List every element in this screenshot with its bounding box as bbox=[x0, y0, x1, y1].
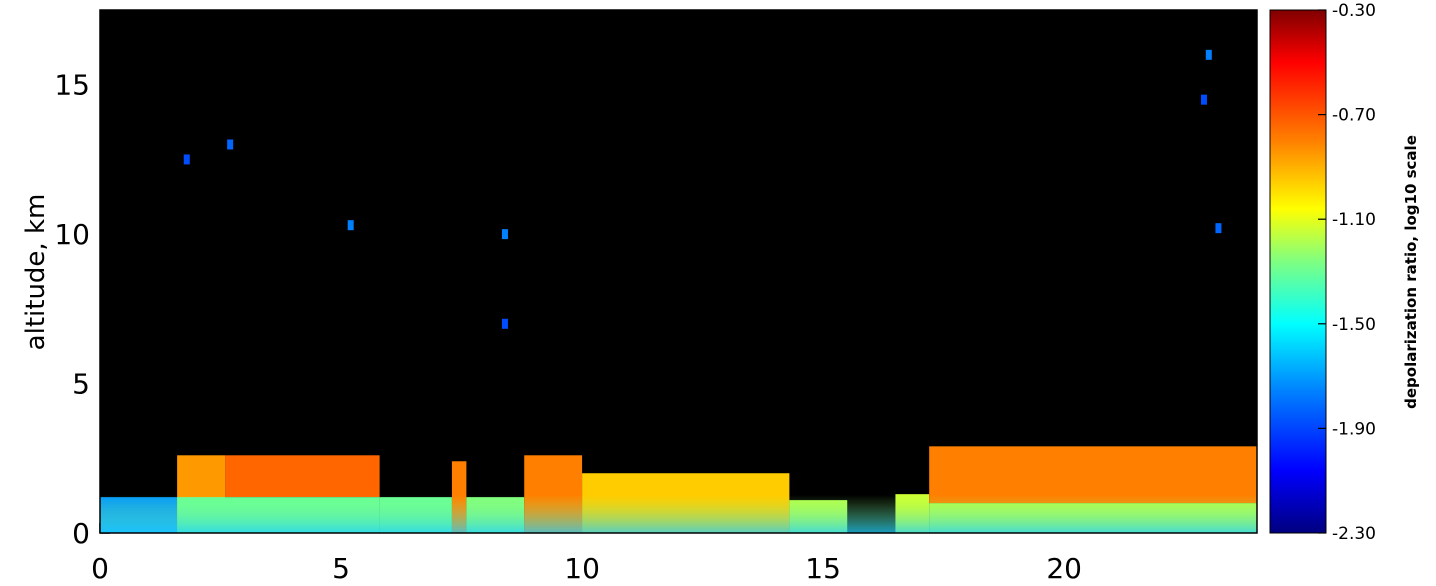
plot-frame bbox=[99, 9, 1258, 534]
sparse-echo-7 bbox=[1215, 223, 1222, 234]
sparse-echo-5 bbox=[1205, 49, 1212, 60]
x-tick-label: 20 bbox=[1046, 552, 1082, 585]
cloud-layer-2 bbox=[225, 455, 380, 498]
x-tick-label: 5 bbox=[332, 552, 350, 585]
plot-background bbox=[100, 10, 1257, 533]
surface-band bbox=[100, 495, 1257, 533]
sparse-echo-0 bbox=[183, 154, 190, 165]
colorbar-tick-label: -1.90 bbox=[1332, 419, 1376, 439]
sparse-echo-6 bbox=[1200, 94, 1207, 105]
cloud-layer-11 bbox=[929, 446, 1257, 504]
sparse-echo-1 bbox=[227, 139, 234, 150]
y-tick-label: 15 bbox=[54, 69, 90, 102]
x-axis-ticks: 0 5 10 15 20 bbox=[91, 523, 1082, 585]
colorbar-tick-label: -1.50 bbox=[1332, 315, 1376, 335]
x-tick-label: 0 bbox=[91, 552, 109, 585]
colorbar-ticks: -0.30 -0.70 -1.10 -1.50 -1.90 -2.30 bbox=[1318, 1, 1376, 544]
x-tick-label: 15 bbox=[805, 552, 841, 585]
sparse-echo-4 bbox=[501, 318, 508, 329]
y-tick-label: 10 bbox=[54, 218, 90, 251]
y-tick-label: 5 bbox=[72, 368, 90, 401]
y-tick-label: 0 bbox=[72, 517, 90, 550]
colorbar-tick-label: -2.30 bbox=[1332, 524, 1376, 544]
x-tick-label: 10 bbox=[564, 552, 600, 585]
sparse-echo-2 bbox=[347, 220, 354, 231]
sparse-echo-3 bbox=[501, 229, 508, 240]
colorbar-tick-label: -1.10 bbox=[1332, 210, 1376, 230]
colorbar-tick-label: -0.30 bbox=[1332, 1, 1376, 21]
colorbar-tick-label: -0.70 bbox=[1332, 106, 1376, 126]
y-axis-label: altitude, km bbox=[21, 194, 51, 351]
colorbar-label: depolarization ratio, log10 scale bbox=[1402, 135, 1420, 409]
colorbar bbox=[1269, 9, 1327, 534]
